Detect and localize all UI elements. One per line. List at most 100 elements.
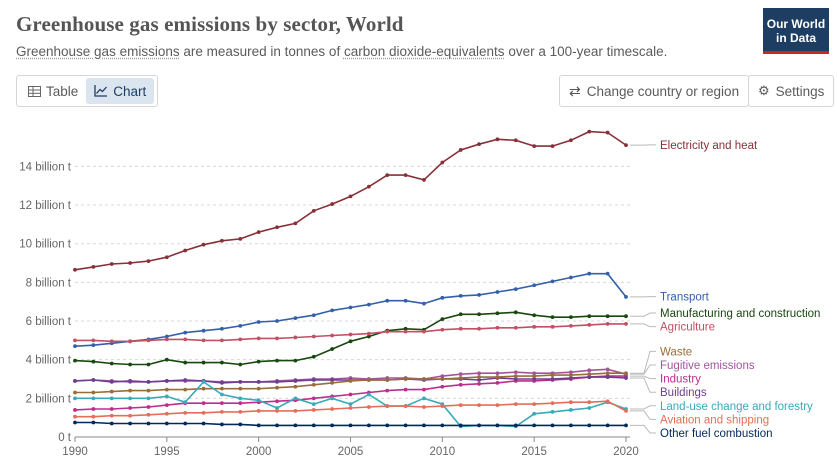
data-point[interactable] [311,354,316,359]
data-point[interactable] [495,423,500,428]
data-point[interactable] [73,390,77,395]
data-point[interactable] [366,392,371,397]
data-point[interactable] [256,359,261,364]
data-point[interactable] [238,409,243,414]
data-point[interactable] [128,339,133,344]
data-point[interactable] [330,308,335,313]
data-point[interactable] [587,314,592,319]
series-line[interactable] [74,130,627,271]
data-point[interactable] [385,388,390,393]
data-point[interactable] [440,374,445,379]
data-point[interactable] [311,208,316,213]
data-point[interactable] [458,423,463,428]
data-point[interactable] [458,312,463,317]
data-point[interactable] [550,401,555,406]
data-point[interactable] [403,377,408,381]
data-point[interactable] [220,386,224,391]
data-point[interactable] [348,379,353,383]
data-point[interactable] [238,362,243,367]
data-point[interactable] [587,129,592,134]
data-point[interactable] [477,381,481,386]
data-point[interactable] [624,322,628,326]
data-point[interactable] [422,329,426,334]
data-point[interactable] [348,406,353,410]
data-point[interactable] [477,312,481,317]
data-point[interactable] [624,423,628,428]
data-point[interactable] [146,362,151,367]
data-point[interactable] [256,423,261,428]
data-point[interactable] [513,287,518,292]
data-point[interactable] [550,324,555,329]
data-point[interactable] [385,173,390,177]
data-point[interactable] [146,259,151,264]
data-point[interactable] [128,388,133,393]
data-point[interactable] [477,142,481,147]
data-point[interactable] [220,360,224,365]
data-point[interactable] [605,375,610,379]
data-point[interactable] [403,329,408,334]
data-point[interactable] [348,305,353,310]
data-point[interactable] [183,330,188,335]
data-point[interactable] [201,338,206,343]
data-point[interactable] [550,377,555,381]
data-point[interactable] [146,412,151,417]
data-point[interactable] [183,337,188,342]
data-point[interactable] [477,375,481,379]
data-point[interactable] [495,290,500,294]
data-point[interactable] [311,408,316,412]
data-point[interactable] [330,407,335,411]
data-point[interactable] [569,275,573,280]
data-point[interactable] [128,413,133,418]
data-point[interactable] [91,390,96,395]
data-point[interactable] [183,421,188,426]
data-point[interactable] [458,403,463,408]
data-point[interactable] [422,423,426,428]
data-point[interactable] [532,423,537,428]
data-point[interactable] [293,409,298,413]
data-point[interactable] [495,311,500,316]
series-label[interactable]: Buildings [660,387,707,399]
data-point[interactable] [495,137,500,142]
data-point[interactable] [403,173,408,177]
data-point[interactable] [624,371,628,376]
data-point[interactable] [330,378,335,382]
data-point[interactable] [275,385,279,390]
subtitle-link-ghg[interactable]: Greenhouse gas emissions [16,44,180,59]
data-point[interactable] [477,403,481,408]
data-point[interactable] [513,374,518,379]
data-point[interactable] [330,380,335,385]
data-point[interactable] [587,368,592,373]
data-point[interactable] [146,388,151,393]
data-point[interactable] [128,421,133,426]
data-point[interactable] [550,279,555,284]
data-point[interactable] [624,376,628,380]
data-point[interactable] [146,421,151,426]
data-point[interactable] [605,367,610,372]
data-point[interactable] [73,420,77,425]
data-point[interactable] [403,387,408,392]
data-point[interactable] [458,376,463,380]
data-point[interactable] [440,317,445,321]
data-point[interactable] [330,396,335,401]
data-point[interactable] [146,380,151,384]
data-point[interactable] [550,423,555,428]
data-point[interactable] [183,410,188,415]
data-point[interactable] [366,334,371,339]
data-point[interactable] [293,221,298,226]
data-point[interactable] [275,336,279,341]
data-point[interactable] [201,421,206,426]
data-point[interactable] [569,323,573,328]
data-point[interactable] [495,325,500,330]
data-point[interactable] [220,401,224,406]
data-point[interactable] [440,377,445,381]
data-point[interactable] [587,322,592,327]
data-point[interactable] [293,423,298,428]
data-point[interactable] [532,374,537,379]
data-point[interactable] [366,184,371,189]
data-point[interactable] [532,324,537,329]
data-point[interactable] [73,344,77,349]
data-point[interactable] [183,387,188,392]
data-point[interactable] [91,338,96,343]
data-point[interactable] [275,399,279,404]
series-label[interactable]: Fugitive emissions [660,360,755,372]
